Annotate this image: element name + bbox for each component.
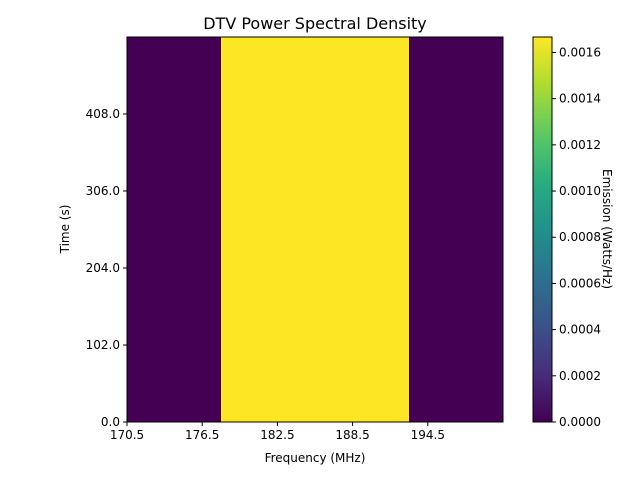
x-tick-label: 182.5 — [260, 428, 294, 442]
heatmap-band-1 — [221, 37, 409, 422]
y-tick-label: 306.0 — [86, 184, 120, 198]
x-tick-label: 170.5 — [110, 428, 144, 442]
plot-frame — [126, 36, 504, 423]
chart-title: DTV Power Spectral Density — [203, 14, 427, 33]
colorbar-tick-label: 0.0010 — [559, 184, 601, 198]
colorbar — [532, 36, 553, 423]
heatmap-band-0 — [127, 37, 221, 422]
y-axis: 0.0 102.0 204.0 306.0 408.0 — [86, 107, 127, 429]
y-tick-label: 102.0 — [86, 338, 120, 352]
heatmap-cells — [127, 37, 503, 422]
colorbar-tick-label: 0.0008 — [559, 230, 601, 244]
y-axis-label: Time (s) — [58, 205, 72, 255]
colorbar-tick-label: 0.0002 — [559, 369, 601, 383]
colorbar-label: Emission (Watts/Hz) — [600, 169, 614, 289]
y-tick-label: 0.0 — [101, 415, 120, 429]
y-tick-label: 408.0 — [86, 107, 120, 121]
colorbar-tick-label: 0.0014 — [559, 92, 601, 106]
colorbar-tick-label: 0.0016 — [559, 45, 601, 59]
colorbar-tick-label: 0.0000 — [559, 415, 601, 429]
x-axis-label: Frequency (MHz) — [265, 451, 366, 465]
colorbar-tick-label: 0.0012 — [559, 138, 601, 152]
colorbar-tick-label: 0.0004 — [559, 323, 601, 337]
y-tick-label: 204.0 — [86, 261, 120, 275]
colorbar-axis: 0.0000 0.0002 0.0004 0.0006 0.0008 0.0010 0.00… — [552, 45, 601, 429]
x-tick-label: 176.5 — [185, 428, 219, 442]
x-tick-label: 194.5 — [411, 428, 445, 442]
heatmap-band-2 — [409, 37, 503, 422]
x-axis: 170.5 176.5 182.5 188.5 194.5 — [110, 422, 445, 442]
colorbar-tick-label: 0.0006 — [559, 276, 601, 290]
x-tick-label: 188.5 — [335, 428, 369, 442]
